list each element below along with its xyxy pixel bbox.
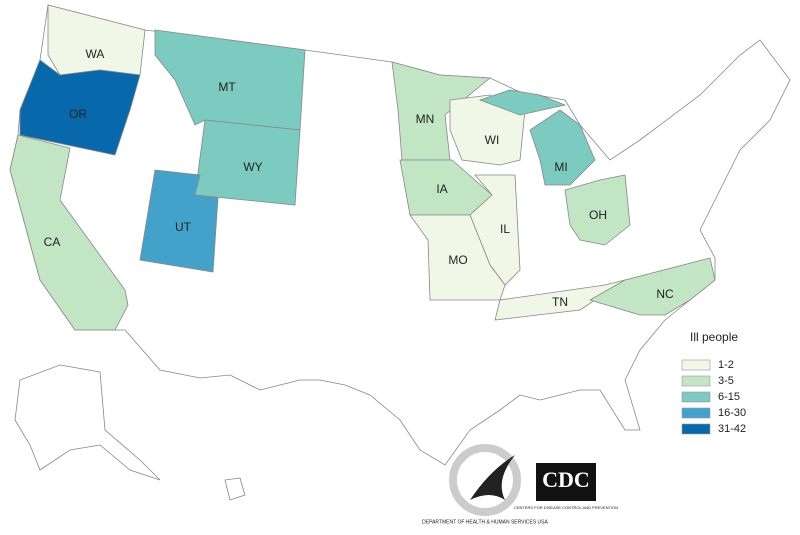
legend-label: 6-15 [718, 391, 740, 403]
legend-swatch [681, 391, 711, 403]
state-label: WA [86, 47, 105, 61]
state-label: NC [656, 287, 674, 301]
hhs-eagle [470, 455, 515, 500]
state [391, 61, 492, 161]
state-label: MO [448, 253, 467, 267]
legend: Ill people 1-2 3-5 6-15 16-30 31-42 [681, 330, 746, 435]
state-label: TN [552, 295, 568, 309]
state [194, 119, 301, 206]
legend-title: Ill people [690, 330, 738, 344]
state-label: MI [554, 160, 567, 174]
legend-swatch [681, 375, 711, 387]
legend-label: 1-2 [718, 359, 734, 371]
state-label: MT [218, 80, 236, 94]
cdc-subtext: CENTERS FOR DISEASE CONTROL AND PREVENTI… [514, 505, 618, 510]
state-label: CA [44, 235, 61, 249]
legend-label: 31-42 [718, 423, 746, 435]
state-label: MN [416, 112, 435, 126]
state-label: WY [243, 160, 262, 174]
cdc-logo: CDC CENTERS FOR DISEASE CONTROL AND PREV… [514, 463, 618, 510]
state [564, 174, 631, 246]
state-label: UT [175, 220, 192, 234]
state [47, 4, 146, 76]
state [154, 29, 306, 131]
state [409, 214, 506, 301]
hawaii [224, 477, 246, 501]
hhs-logo: DEPARTMENT OF HEALTH & HUMAN SERVICES US… [422, 444, 549, 525]
legend-swatch [681, 407, 711, 419]
state [19, 59, 141, 156]
alaska [14, 364, 161, 481]
cdc-text: CDC [542, 467, 590, 492]
state [588, 257, 716, 316]
state-label: IL [500, 222, 510, 236]
hhs-text: DEPARTMENT OF HEALTH & HUMAN SERVICES US… [422, 519, 548, 525]
state-label: OH [589, 208, 607, 222]
state-label: OR [69, 107, 87, 121]
state-label: IA [436, 182, 447, 196]
legend-swatch [681, 423, 711, 435]
state-label: WI [485, 133, 500, 147]
hhs-ring [449, 444, 521, 516]
cdc-box [536, 463, 596, 501]
legend-swatch [681, 359, 711, 371]
legend-label: 3-5 [718, 375, 734, 387]
state [9, 134, 129, 331]
legend-label: 16-30 [718, 407, 746, 419]
state [529, 109, 596, 186]
state [139, 169, 219, 273]
state [478, 89, 567, 116]
